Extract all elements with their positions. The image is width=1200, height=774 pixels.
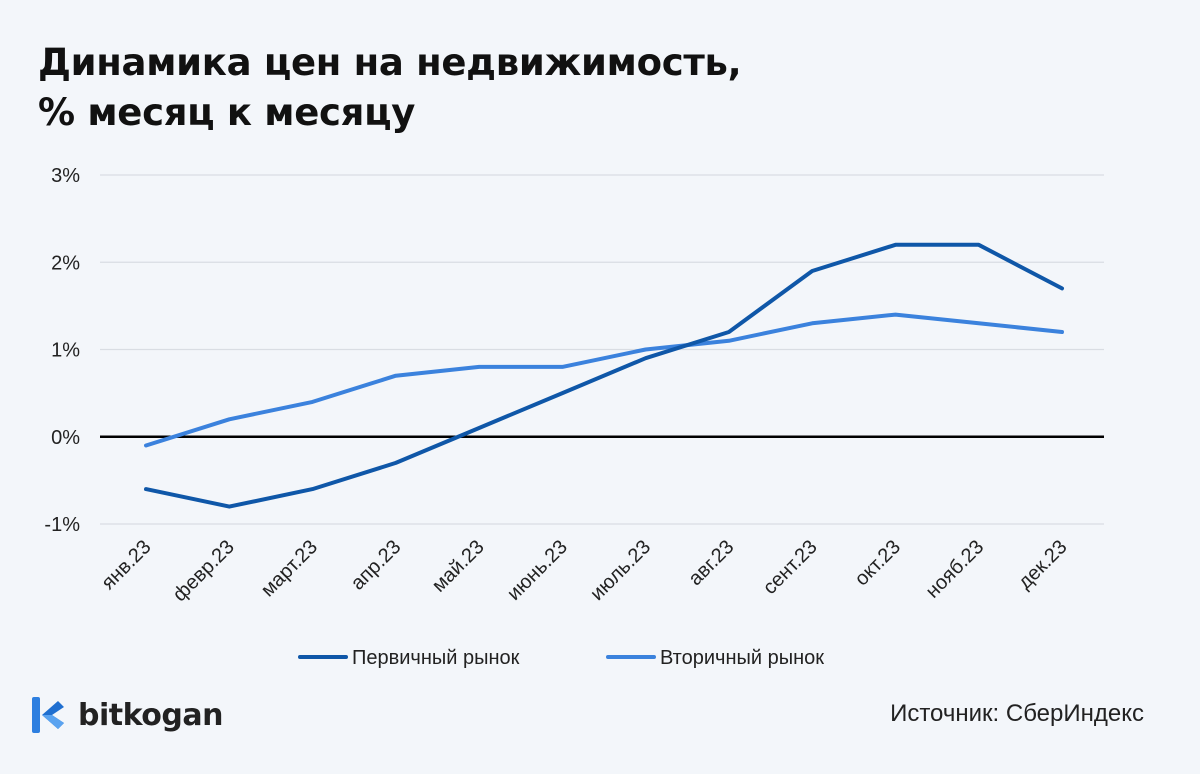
x-tick-label: янв.23	[97, 536, 155, 594]
legend-label: Вторичный рынок	[660, 647, 824, 669]
brand-name: bitkogan	[78, 697, 223, 733]
chart-title-line-2: % месяц к месяцу	[38, 91, 416, 134]
x-tick-label: март.23	[257, 536, 322, 601]
y-tick-label: 1%	[51, 340, 80, 362]
legend-item-primary: Первичный рынок	[298, 647, 520, 669]
x-tick-label: февр.23	[169, 536, 239, 606]
chart-title-line-1: Динамика цен на недвижимость,	[38, 41, 742, 84]
legend: Первичный рынок Вторичный рынок	[298, 647, 824, 669]
x-tick-label: дек.23	[1014, 536, 1072, 594]
y-tick-label: 3%	[51, 165, 80, 187]
series-line-primary	[144, 242, 1064, 509]
legend-item-secondary: Вторичный рынок	[606, 647, 824, 669]
line-chart: -1% 0% 1% 2% 3% янв.23 февр.23 март.23 апр.23 ма…	[44, 165, 1104, 669]
x-tick-label: нояб.23	[922, 536, 989, 603]
brand: bitkogan	[30, 690, 223, 740]
x-tick-label: окт.23	[851, 536, 905, 590]
y-tick-label: -1%	[44, 514, 80, 536]
x-tick-label: июнь.23	[503, 536, 572, 605]
y-tick-label: 2%	[51, 252, 80, 274]
x-axis-ticks: янв.23 февр.23 март.23 апр.23 май.23 июнь.23 и…	[97, 536, 1071, 606]
bitkogan-logo-icon	[32, 697, 64, 733]
series-line-secondary	[144, 312, 1064, 448]
series-lines	[144, 242, 1064, 509]
source-note: Источник: СберИндекс	[890, 700, 1144, 727]
grid-lines	[100, 174, 1104, 525]
legend-label: Первичный рынок	[352, 647, 520, 669]
x-tick-label: сент.23	[759, 536, 822, 599]
y-tick-label: 0%	[51, 427, 80, 449]
x-tick-label: июль.23	[586, 536, 655, 605]
x-tick-label: апр.23	[347, 536, 406, 595]
x-tick-label: май.23	[428, 536, 489, 597]
y-axis-ticks: -1% 0% 1% 2% 3%	[44, 165, 80, 536]
x-tick-label: авг.23	[684, 536, 738, 590]
chart-title: Динамика цен на недвижимость, % месяц к …	[38, 38, 938, 138]
